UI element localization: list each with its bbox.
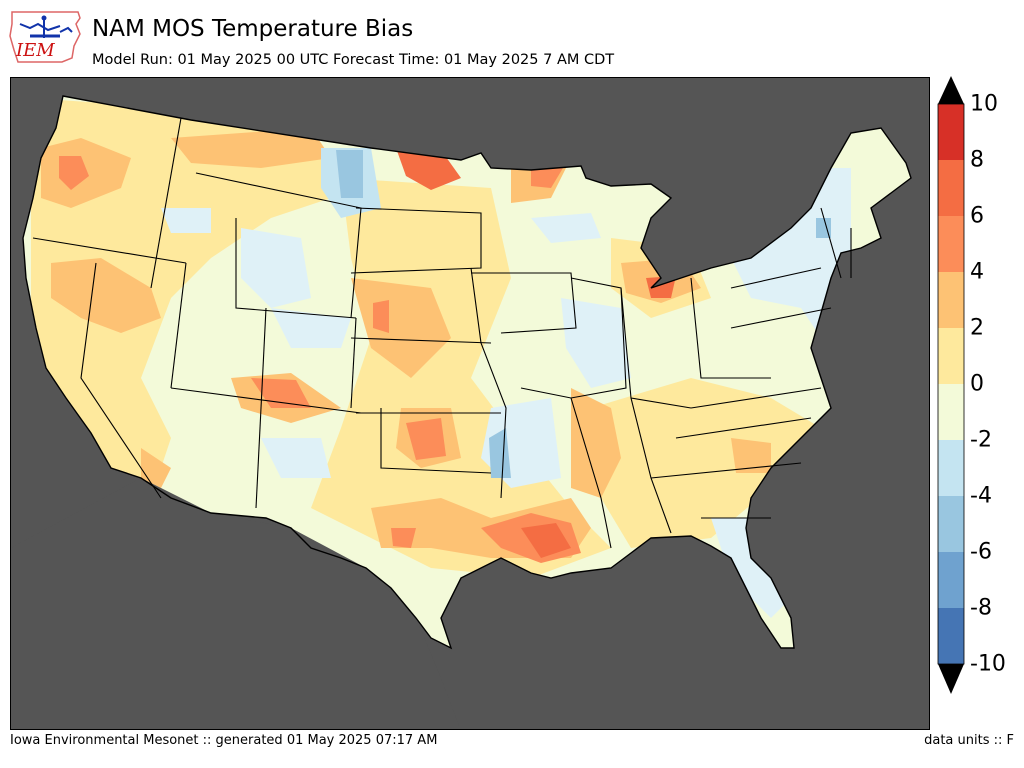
colorbar-band bbox=[938, 552, 964, 608]
colorbar-band bbox=[938, 160, 964, 216]
colorbar-band bbox=[938, 272, 964, 328]
colorbar-extend-high bbox=[938, 76, 964, 104]
colorbar-extend-low bbox=[938, 664, 964, 694]
colorbar-tick-label: -2 bbox=[970, 427, 992, 453]
colorbar bbox=[936, 76, 966, 694]
colorbar-tick-label: 8 bbox=[970, 147, 984, 173]
footer-credit: Iowa Environmental Mesonet :: generated … bbox=[10, 733, 438, 748]
colorbar-tick-label: -10 bbox=[970, 651, 1006, 677]
logo-text: IEM bbox=[15, 40, 55, 61]
colorbar-band bbox=[938, 328, 964, 384]
colorbar-tick-label: -8 bbox=[970, 595, 992, 621]
colorbar-tick-label: 6 bbox=[970, 203, 984, 229]
colorbar-band bbox=[938, 496, 964, 552]
page-subtitle: Model Run: 01 May 2025 00 UTC Forecast T… bbox=[92, 52, 615, 68]
page-title: NAM MOS Temperature Bias bbox=[92, 16, 414, 42]
map-canvas bbox=[11, 78, 929, 729]
colorbar-band bbox=[938, 440, 964, 496]
iem-logo: IEM bbox=[8, 6, 86, 68]
colorbar-tick-label: -4 bbox=[970, 483, 992, 509]
temperature-bias-map bbox=[10, 77, 930, 730]
colorbar-tick-label: 0 bbox=[970, 371, 984, 397]
colorbar-band bbox=[938, 216, 964, 272]
colorbar-band bbox=[938, 384, 964, 440]
colorbar-tick-label: 4 bbox=[970, 259, 984, 285]
colorbar-tick-label: 2 bbox=[970, 315, 984, 341]
footer-units: data units :: F bbox=[924, 733, 1014, 748]
colorbar-tick-label: -6 bbox=[970, 539, 992, 565]
colorbar-band bbox=[938, 608, 964, 664]
colorbar-tick-label: 10 bbox=[970, 91, 998, 117]
colorbar-band bbox=[938, 104, 964, 160]
